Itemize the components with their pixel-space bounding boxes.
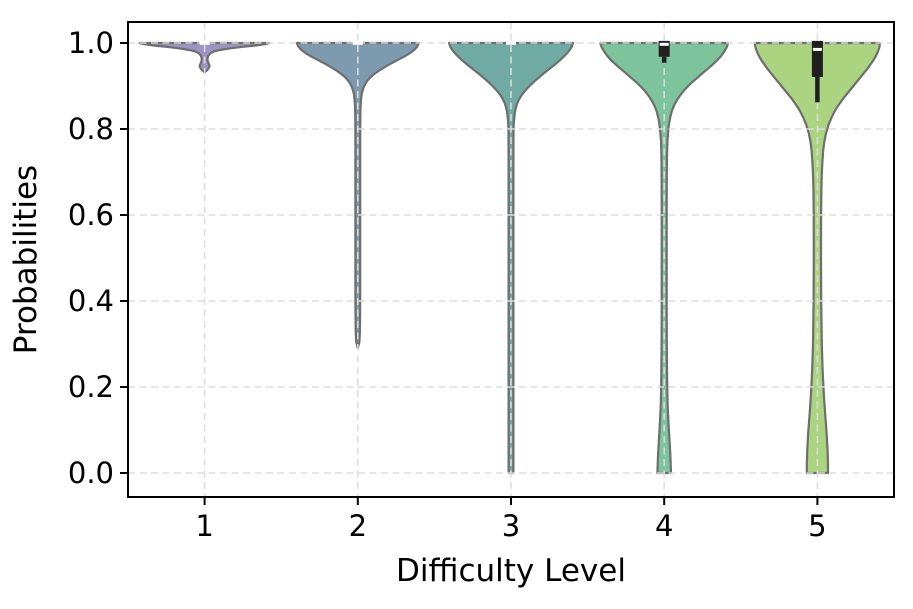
gridlines <box>128 22 894 497</box>
box-median <box>506 41 516 45</box>
y-tick-label: 0.4 <box>68 284 114 318</box>
box <box>658 40 670 57</box>
violins <box>138 41 881 475</box>
y-tick-label: 0.0 <box>68 456 114 490</box>
y-axis-label: Probabilities <box>8 165 44 354</box>
y-tick-label: 0.8 <box>68 112 114 146</box>
box-median <box>812 47 822 51</box>
box-median <box>199 41 210 45</box>
boxplots <box>199 40 823 103</box>
box <box>811 40 823 77</box>
box-median <box>352 41 363 45</box>
box-median <box>659 42 669 46</box>
x-tick-label: 1 <box>195 509 213 543</box>
y-tick-label: 1.0 <box>68 26 114 60</box>
tick-marks <box>120 42 819 505</box>
x-tick-label: 4 <box>655 509 673 543</box>
y-tick-label: 0.6 <box>68 198 114 232</box>
x-tick-label: 2 <box>349 509 367 543</box>
x-tick-label: 5 <box>808 509 826 543</box>
x-tick-label: 3 <box>502 509 520 543</box>
y-tick-label: 0.2 <box>68 370 114 404</box>
x-axis-label: Difficulty Level <box>396 553 626 589</box>
